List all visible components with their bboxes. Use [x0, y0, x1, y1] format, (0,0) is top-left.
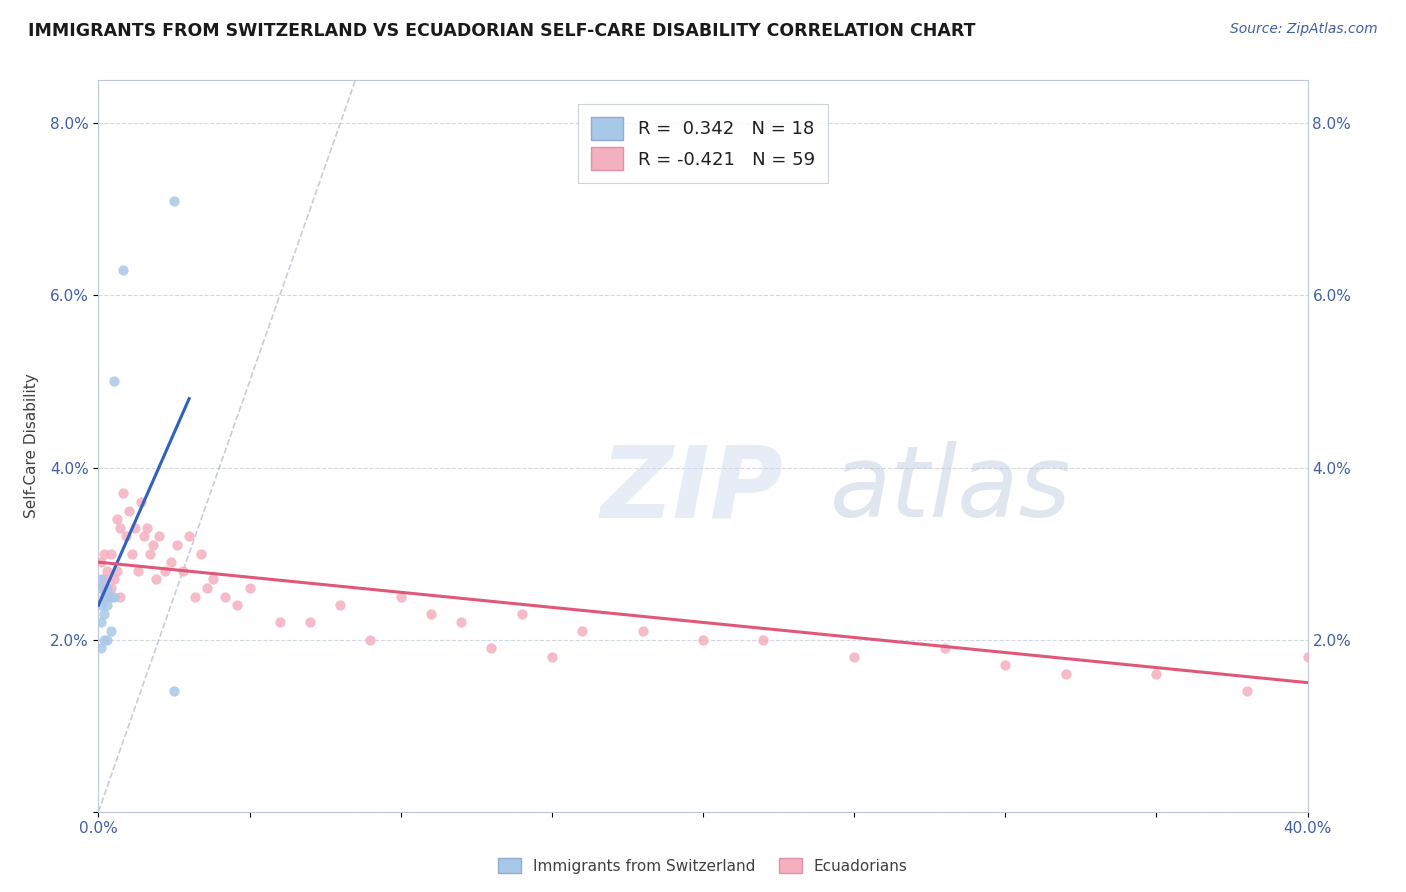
- Point: [752, 632, 775, 647]
- Point: [195, 581, 218, 595]
- Text: atlas: atlas: [830, 442, 1071, 539]
- Point: [129, 495, 152, 509]
- Point: [214, 590, 236, 604]
- Point: [100, 581, 122, 595]
- Point: [135, 521, 157, 535]
- Point: [111, 262, 134, 277]
- Point: [100, 590, 122, 604]
- Point: [631, 624, 654, 638]
- Point: [239, 581, 262, 595]
- Point: [96, 590, 118, 604]
- Point: [160, 555, 183, 569]
- Point: [360, 632, 382, 647]
- Point: [90, 615, 112, 630]
- Point: [90, 581, 112, 595]
- Point: [93, 590, 115, 604]
- Point: [96, 598, 118, 612]
- Point: [179, 529, 201, 543]
- Point: [226, 598, 249, 612]
- Point: [329, 598, 352, 612]
- Point: [389, 590, 412, 604]
- Point: [145, 573, 167, 587]
- Point: [105, 564, 128, 578]
- Point: [163, 194, 186, 208]
- Point: [420, 607, 443, 621]
- Point: [96, 564, 118, 578]
- Point: [450, 615, 472, 630]
- Point: [93, 573, 115, 587]
- Point: [105, 512, 128, 526]
- Point: [121, 547, 143, 561]
- Point: [124, 521, 146, 535]
- Point: [90, 598, 112, 612]
- Point: [103, 375, 125, 389]
- Point: [93, 547, 115, 561]
- Point: [90, 555, 112, 569]
- Point: [96, 632, 118, 647]
- Point: [190, 547, 212, 561]
- Point: [510, 607, 533, 621]
- Y-axis label: Self-Care Disability: Self-Care Disability: [24, 374, 39, 518]
- Point: [692, 632, 714, 647]
- Point: [118, 503, 141, 517]
- Point: [934, 641, 956, 656]
- Point: [481, 641, 503, 656]
- Point: [994, 658, 1017, 673]
- Point: [90, 581, 112, 595]
- Point: [571, 624, 593, 638]
- Point: [1236, 684, 1258, 698]
- Legend: R =  0.342   N = 18, R = -0.421   N = 59: R = 0.342 N = 18, R = -0.421 N = 59: [578, 104, 828, 183]
- Point: [100, 624, 122, 638]
- Point: [100, 547, 122, 561]
- Point: [153, 564, 176, 578]
- Point: [1144, 667, 1167, 681]
- Point: [172, 564, 194, 578]
- Point: [142, 538, 165, 552]
- Point: [90, 573, 112, 587]
- Point: [1054, 667, 1077, 681]
- Text: IMMIGRANTS FROM SWITZERLAND VS ECUADORIAN SELF-CARE DISABILITY CORRELATION CHART: IMMIGRANTS FROM SWITZERLAND VS ECUADORIA…: [28, 22, 976, 40]
- Point: [1296, 649, 1319, 664]
- Point: [184, 590, 207, 604]
- Point: [127, 564, 149, 578]
- Point: [108, 590, 131, 604]
- Point: [139, 547, 162, 561]
- Text: Source: ZipAtlas.com: Source: ZipAtlas.com: [1230, 22, 1378, 37]
- Point: [114, 529, 136, 543]
- Text: ZIP: ZIP: [600, 442, 783, 539]
- Point: [93, 632, 115, 647]
- Point: [111, 486, 134, 500]
- Point: [166, 538, 188, 552]
- Point: [96, 581, 118, 595]
- Point: [148, 529, 170, 543]
- Point: [132, 529, 155, 543]
- Point: [108, 521, 131, 535]
- Point: [163, 684, 186, 698]
- Point: [299, 615, 322, 630]
- Point: [844, 649, 866, 664]
- Point: [202, 573, 225, 587]
- Point: [269, 615, 291, 630]
- Point: [103, 573, 125, 587]
- Point: [540, 649, 562, 664]
- Point: [103, 590, 125, 604]
- Point: [93, 607, 115, 621]
- Point: [90, 641, 112, 656]
- Legend: Immigrants from Switzerland, Ecuadorians: Immigrants from Switzerland, Ecuadorians: [492, 852, 914, 880]
